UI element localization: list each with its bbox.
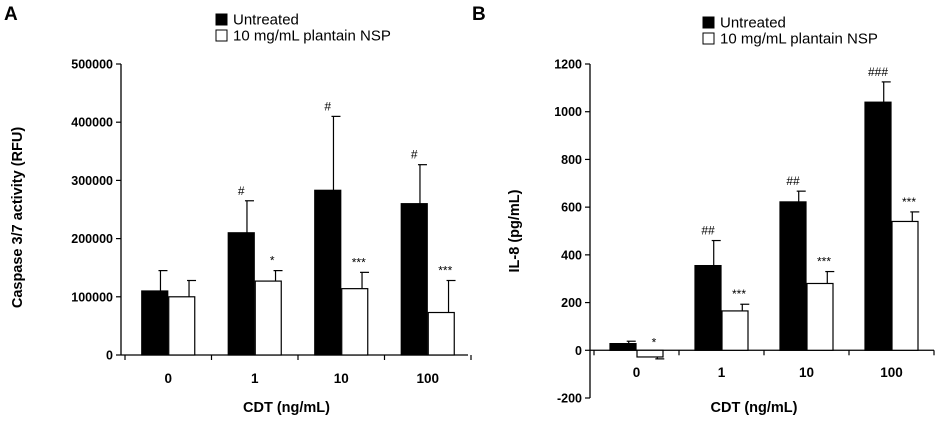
significance-mark-plantain: *** [732,287,746,301]
y-axis-title: Caspase 3/7 activity (RFU) [10,127,26,308]
y-tick-label: 800 [561,153,582,167]
y-tick-label: 200000 [71,232,113,246]
bar-plantain-1 [721,310,749,351]
legend-swatch-untreated [702,16,715,29]
significance-mark-untreated: ### [868,65,888,79]
y-tick-label: 600 [561,201,582,215]
y-tick-label: 400 [561,248,582,262]
significance-mark-untreated: ## [701,224,715,238]
bar-plantain-0 [636,349,664,358]
y-tick-label: 500000 [71,58,113,72]
x-category-label: 10 [799,365,814,380]
significance-mark-plantain: * [270,254,275,268]
legend-label-untreated: Untreated [720,15,786,32]
bar-untreated-10 [779,201,807,351]
x-category-label: 0 [164,371,172,386]
bar-plantain-10 [806,282,834,351]
bar-untreated-100 [864,101,892,351]
legend-swatch-plantain [215,29,228,42]
x-category-label: 100 [416,371,439,386]
significance-mark-untreated: # [238,184,245,198]
panel-label-b: B [472,4,486,25]
bar-plantain-10 [341,288,369,356]
significance-mark-untreated: ## [786,174,800,188]
x-category-label: 0 [633,365,641,380]
significance-mark-plantain: *** [902,195,916,209]
legend-label-plantain: 10 mg/mL plantain NSP [233,28,391,45]
y-axis-title: IL-8 (pg/mL) [507,189,523,272]
x-axis-title: CDT (ng/mL) [243,400,330,416]
significance-mark-plantain: *** [352,255,366,269]
significance-mark-plantain: * [652,335,657,349]
legend-label-plantain: 10 mg/mL plantain NSP [720,31,878,48]
bar-plantain-0 [168,296,196,356]
bar-untreated-10 [314,189,342,356]
y-tick-label: 400000 [71,116,113,130]
legend-label-untreated: Untreated [233,12,299,29]
bar-untreated-1 [694,264,722,351]
significance-mark-plantain: *** [817,255,831,269]
y-tick-label: 1200 [554,58,582,72]
x-category-label: 1 [718,365,726,380]
x-category-label: 1 [251,371,259,386]
y-tick-label: 100000 [71,290,113,304]
legend-swatch-untreated [215,13,228,26]
bar-plantain-100 [427,311,455,356]
bar-plantain-100 [891,220,919,351]
x-category-label: 100 [880,365,903,380]
bar-untreated-1 [227,232,255,356]
significance-mark-untreated: # [324,99,331,113]
bar-untreated-0 [141,290,169,356]
significance-mark-untreated: # [411,148,418,162]
bar-untreated-100 [400,203,428,356]
y-tick-label: 0 [575,344,582,358]
y-tick-label: -200 [557,392,582,406]
bar-untreated-0 [609,343,637,351]
panel-label-a: A [4,4,18,25]
x-category-label: 10 [334,371,349,386]
y-tick-label: 300000 [71,174,113,188]
y-tick-label: 0 [106,349,113,363]
x-axis-title: CDT (ng/mL) [711,400,798,416]
legend-swatch-plantain [702,32,715,45]
significance-mark-plantain: *** [438,264,452,278]
y-tick-label: 200 [561,296,582,310]
y-tick-label: 1000 [554,105,582,119]
bar-plantain-1 [254,280,282,356]
